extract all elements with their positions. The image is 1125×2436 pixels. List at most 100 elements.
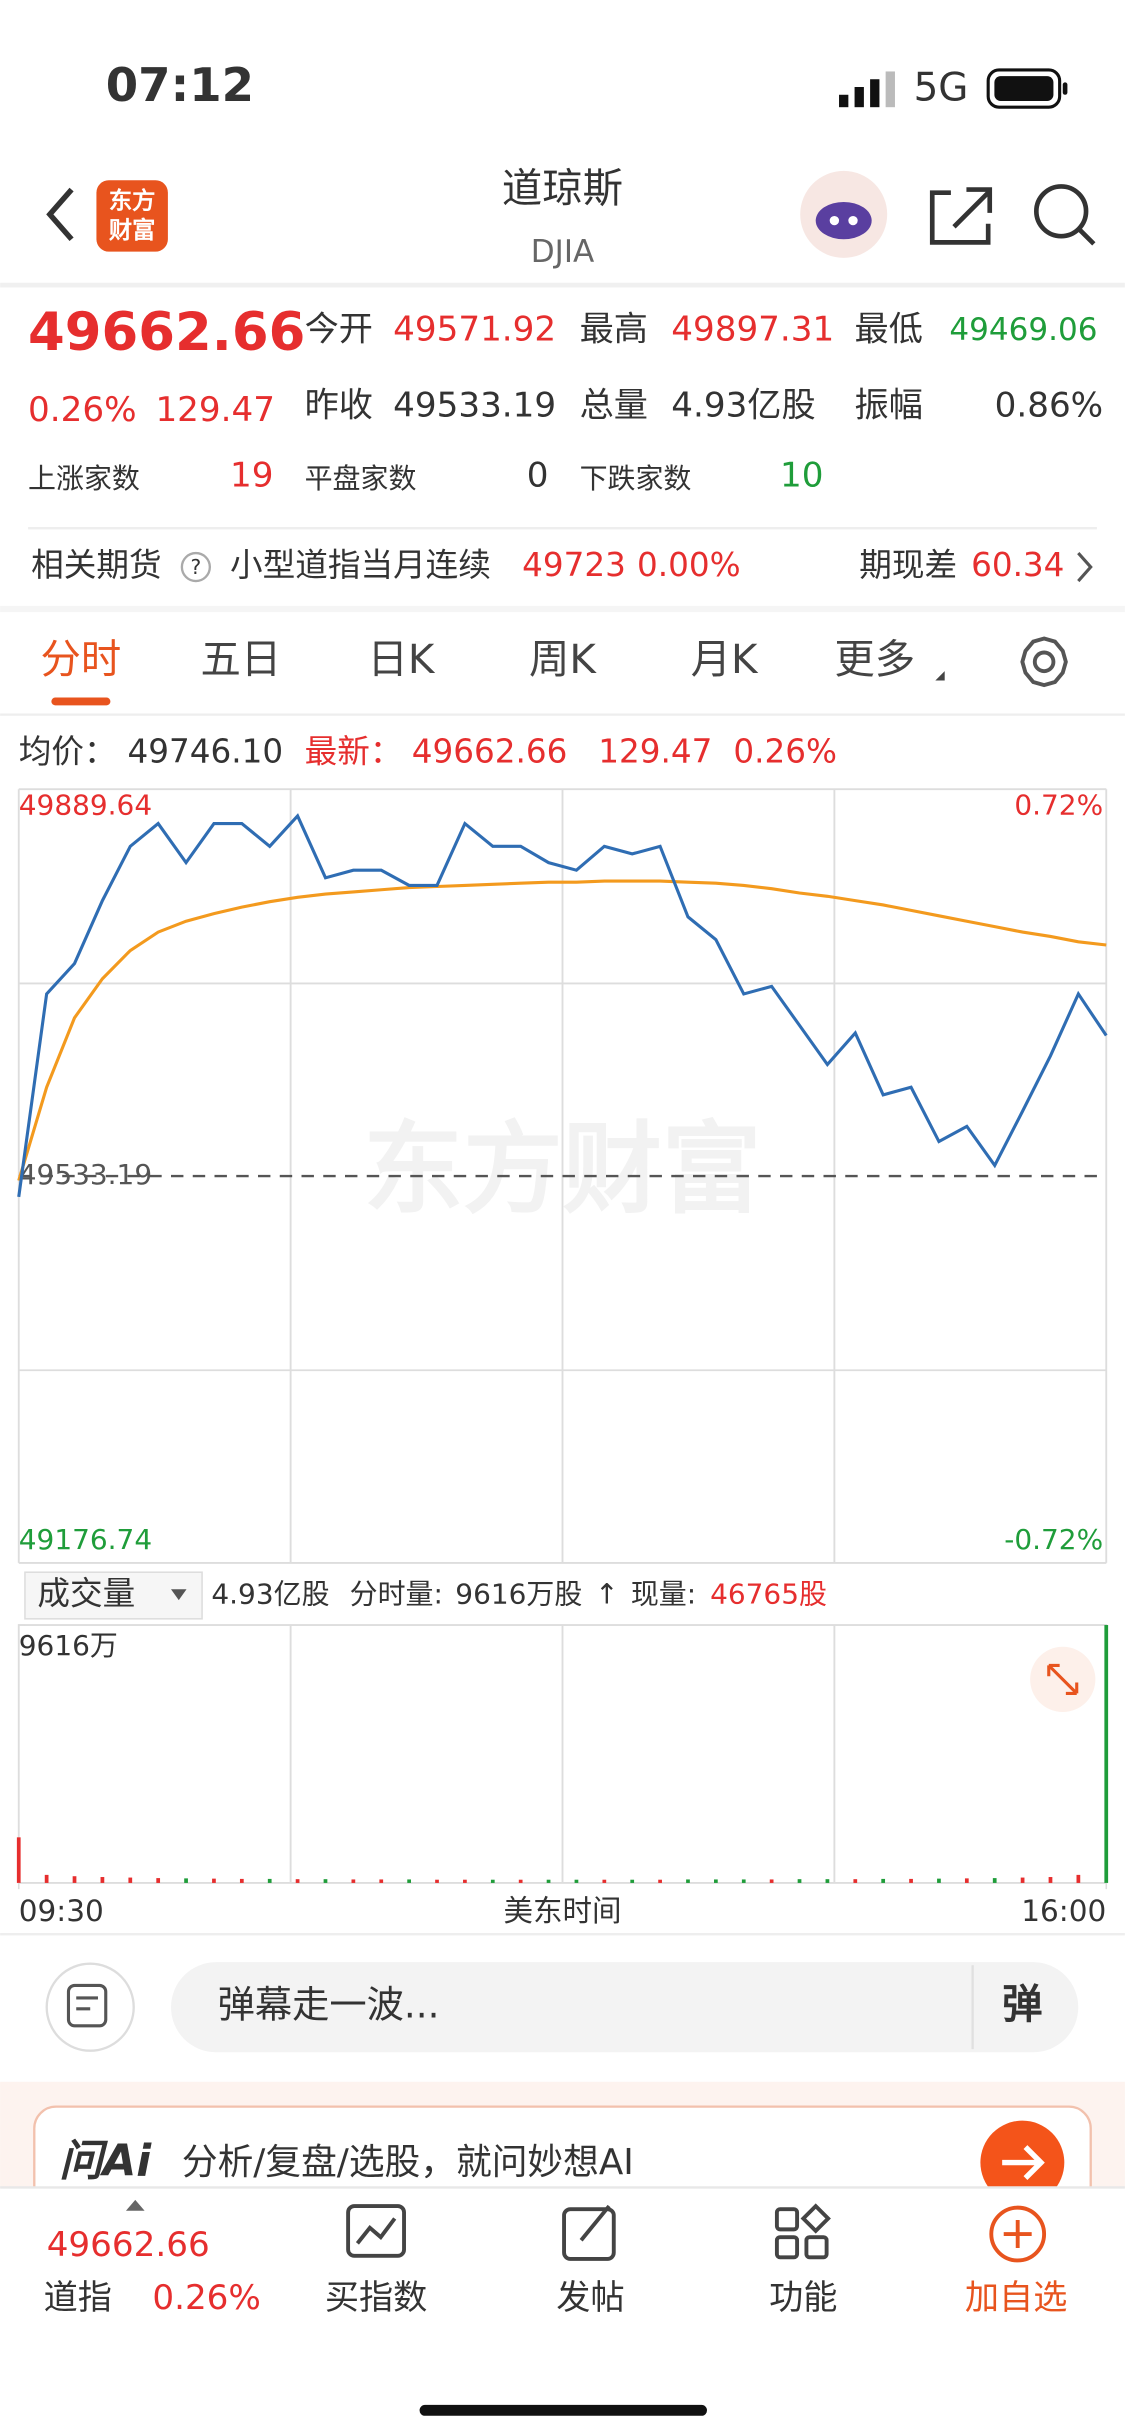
avg-label: 均价： [19, 732, 117, 770]
volume-bar [490, 1879, 495, 1883]
search-button[interactable] [1034, 184, 1096, 246]
nav-items: 买指数 发帖 功能 加自选 [325, 2278, 1068, 2318]
basis-label: 期现差 [859, 546, 957, 584]
page-title: 道琼斯 [502, 165, 623, 212]
volume-bar [992, 1878, 997, 1883]
volume-bar [1076, 1874, 1081, 1883]
volume-bar [546, 1879, 551, 1883]
volume-bar [1020, 1877, 1025, 1883]
x-tick-label: 09:30 [19, 1894, 104, 1928]
more-icon [935, 671, 945, 681]
tab[interactable]: 周K [529, 636, 597, 683]
volume-total: 4.93亿股 [211, 1578, 329, 1611]
last-change: 129.47 [598, 732, 712, 770]
divider [0, 605, 1125, 613]
nav-name[interactable]: 道指 [44, 2278, 112, 2318]
volume-bar [16, 1837, 21, 1883]
expand-button[interactable] [1030, 1646, 1096, 1713]
volume-bar [212, 1878, 216, 1883]
volume-bar [964, 1878, 969, 1883]
chevron[interactable] [1077, 552, 1093, 583]
volume-bar [1104, 1625, 1109, 1883]
help-icon[interactable] [180, 551, 212, 583]
breadth-label: 上涨家数 [28, 462, 140, 495]
volume-bar [853, 1879, 858, 1883]
app-logo [96, 180, 168, 252]
watermark: 东方财富 [364, 1112, 762, 1227]
breadth-label: 下跌家数 [580, 462, 692, 495]
tab[interactable]: 五日 [201, 636, 282, 683]
breadth-value: 0 [527, 455, 549, 495]
comment-list-button[interactable] [45, 1962, 135, 2052]
period-value: 9616万股 [455, 1578, 582, 1611]
volume-bar [267, 1878, 272, 1883]
avg-value: 49746.10 [128, 732, 284, 770]
volume-bar [463, 1879, 467, 1883]
y-tick-label: 49533.19 [19, 1158, 152, 1191]
page-subtitle: DJIA [531, 234, 595, 270]
y2-tick-label: 0.72% [1014, 788, 1103, 821]
volume-bar [128, 1877, 133, 1883]
tab[interactable]: 分时 [41, 636, 122, 683]
futures-price: 49723 [522, 546, 626, 584]
home-indicator [419, 2404, 707, 2416]
tab[interactable]: 月K [691, 636, 759, 683]
ai-logo: 问Ai [59, 2137, 152, 2187]
indicator-name: 成交量 [37, 1575, 135, 1613]
volume-bar [407, 1879, 411, 1883]
assistant-avatar[interactable] [800, 170, 888, 258]
period-label: 分时量: [350, 1578, 443, 1611]
volume-bar [881, 1878, 886, 1883]
nav-item[interactable]: 加自选 [965, 2278, 1067, 2318]
stat-label: 最低 [855, 309, 923, 349]
current-value: 46765股 [710, 1578, 827, 1611]
stat-label: 最高 [580, 309, 648, 349]
nav-item[interactable]: 买指数 [325, 2278, 427, 2318]
volume-frame [17, 1624, 1108, 1884]
settings-button[interactable] [1020, 636, 1068, 688]
arrow: ↑ [595, 1578, 618, 1611]
ai-go-button[interactable] [980, 2120, 1065, 2205]
change-pct: 0.26% [28, 390, 137, 430]
tab[interactable]: 更多 [834, 636, 915, 683]
comment-input[interactable] [171, 1962, 1079, 2053]
volume-bar [239, 1878, 244, 1883]
stats: 今开 49571.92 最高 49897.31 最低 49469.06 昨收 49533.19… [28, 309, 1103, 495]
tab[interactable]: 日K [367, 636, 435, 683]
volume-bar [630, 1879, 635, 1883]
price-line [17, 879, 1107, 1182]
futures-label: 相关期货 [31, 546, 161, 584]
nav-price[interactable]: 49662.66 [47, 2225, 210, 2265]
price-line [17, 813, 1108, 1198]
volume-bar [184, 1878, 188, 1883]
indicator-selector[interactable] [24, 1571, 203, 1620]
volume-bar [323, 1879, 328, 1883]
volume-bar [741, 1879, 746, 1883]
divider [0, 282, 1125, 288]
dropdown-icon [171, 1589, 187, 1601]
logo-text: 财富 [109, 216, 156, 244]
network-label: 5G [914, 66, 969, 111]
breadth-value: 10 [780, 455, 823, 495]
nav-change[interactable]: 0.26% [152, 2278, 261, 2318]
basis-value: 60.34 [971, 546, 1064, 584]
volume-bar [686, 1879, 690, 1883]
nav-item[interactable]: 发帖 [556, 2278, 624, 2318]
danmaku-button[interactable]: 弹 [1002, 1981, 1042, 2028]
volume-bar [909, 1878, 913, 1883]
volume-bar [658, 1879, 662, 1883]
volume-bar [351, 1879, 356, 1883]
back-button[interactable] [46, 187, 74, 242]
volume-bar [44, 1874, 49, 1883]
volume-bar [379, 1879, 384, 1883]
nav-item[interactable]: 功能 [769, 2278, 837, 2318]
y-tick-label: 49889.64 [19, 788, 152, 821]
stat-value: 49469.06 [949, 312, 1097, 348]
volume-bar [574, 1879, 579, 1883]
help-text: ? [190, 555, 201, 579]
share-button[interactable] [929, 187, 993, 245]
volume-bar [1048, 1877, 1053, 1883]
volume-bar [769, 1879, 774, 1883]
